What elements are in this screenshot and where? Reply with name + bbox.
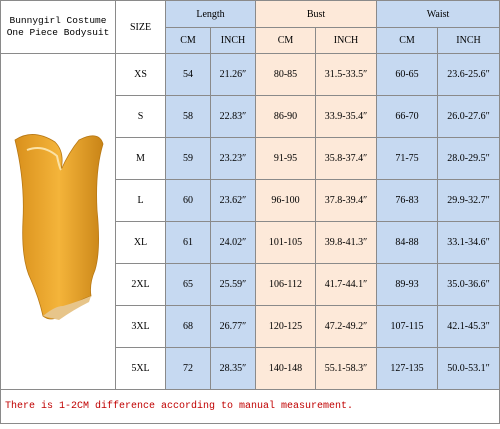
unit-header: CM — [255, 27, 317, 54]
unit-header: CM — [165, 27, 211, 54]
image-cell — [0, 53, 116, 390]
measure-cell: 107-115 — [376, 305, 439, 348]
measure-cell: 127-135 — [376, 347, 439, 390]
measure-cell: 55.1-58.3″ — [315, 347, 378, 390]
size-cell: L — [115, 179, 166, 222]
unit-header: INCH — [437, 27, 500, 54]
measure-cell: 23.62″ — [209, 179, 257, 222]
size-cell: 2XL — [115, 263, 166, 306]
measure-cell: 39.8-41.3″ — [315, 221, 378, 264]
measure-cell: 50.0-53.1″ — [437, 347, 500, 390]
measure-cell: 25.59″ — [209, 263, 257, 306]
measure-cell: 61 — [165, 221, 211, 264]
measure-cell: 68 — [165, 305, 211, 348]
size-cell: M — [115, 137, 166, 180]
measure-cell: 71-75 — [376, 137, 439, 180]
measure-cell: 140-148 — [255, 347, 317, 390]
unit-header: INCH — [315, 27, 378, 54]
measure-cell: 59 — [165, 137, 211, 180]
measure-cell: 33.9-35.4″ — [315, 95, 378, 138]
measure-cell: 72 — [165, 347, 211, 390]
size-cell: S — [115, 95, 166, 138]
measure-cell: 28.35″ — [209, 347, 257, 390]
measure-cell: 65 — [165, 263, 211, 306]
measure-cell: 24.02″ — [209, 221, 257, 264]
measure-cell: 35.8-37.4″ — [315, 137, 378, 180]
group-header: Bust — [255, 0, 378, 28]
measure-cell: 47.2-49.2″ — [315, 305, 378, 348]
group-header: Length — [164, 0, 257, 28]
size-cell: XS — [115, 53, 166, 96]
measure-cell: 60-65 — [376, 53, 439, 96]
unit-header: CM — [376, 27, 439, 54]
measure-cell: 89-93 — [376, 263, 439, 306]
measure-cell: 66-70 — [376, 95, 439, 138]
measure-cell: 86-90 — [255, 95, 317, 138]
measure-cell: 29.9-32.7″ — [437, 179, 500, 222]
measure-cell: 120-125 — [255, 305, 317, 348]
measure-cell: 96-100 — [255, 179, 317, 222]
measure-cell: 41.7-44.1″ — [315, 263, 378, 306]
group-header: Waist — [376, 0, 500, 28]
product-image — [14, 134, 104, 320]
measure-cell: 23.23″ — [209, 137, 257, 180]
measure-cell: 33.1-34.6″ — [437, 221, 500, 264]
size-cell: 3XL — [115, 305, 166, 348]
size-cell: 5XL — [115, 347, 166, 390]
note: There is 1-2CM difference according to m… — [0, 389, 500, 424]
measure-cell: 101-105 — [255, 221, 317, 264]
title: Bunnygirl Costume One Piece Bodysuit — [0, 0, 116, 54]
measure-cell: 21.26″ — [209, 53, 257, 96]
measure-cell: 31.5-33.5″ — [315, 53, 378, 96]
size-header: SIZE — [115, 0, 166, 54]
measure-cell: 37.8-39.4″ — [315, 179, 378, 222]
size-cell: XL — [115, 221, 166, 264]
measure-cell: 42.1-45.3″ — [437, 305, 500, 348]
unit-header: INCH — [209, 27, 257, 54]
measure-cell: 58 — [165, 95, 211, 138]
measure-cell: 106-112 — [255, 263, 317, 306]
measure-cell: 60 — [165, 179, 211, 222]
measure-cell: 84-88 — [376, 221, 439, 264]
measure-cell: 54 — [165, 53, 211, 96]
measure-cell: 23.6-25.6″ — [437, 53, 500, 96]
measure-cell: 35.0-36.6″ — [437, 263, 500, 306]
measure-cell: 26.0-27.6″ — [437, 95, 500, 138]
measure-cell: 80-85 — [255, 53, 317, 96]
measure-cell: 91-95 — [255, 137, 317, 180]
measure-cell: 26.77″ — [209, 305, 257, 348]
measure-cell: 22.83″ — [209, 95, 257, 138]
measure-cell: 28.0-29.5″ — [437, 137, 500, 180]
measure-cell: 76-83 — [376, 179, 439, 222]
